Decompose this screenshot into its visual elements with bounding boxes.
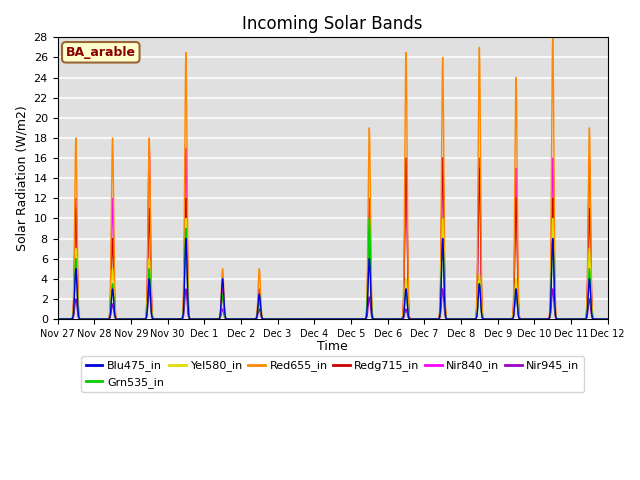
X-axis label: Time: Time — [317, 340, 348, 353]
Text: BA_arable: BA_arable — [66, 46, 136, 59]
Title: Incoming Solar Bands: Incoming Solar Bands — [243, 15, 423, 33]
Legend: Blu475_in, Grn535_in, Yel580_in, Red655_in, Redg715_in, Nir840_in, Nir945_in: Blu475_in, Grn535_in, Yel580_in, Red655_… — [81, 356, 584, 392]
Y-axis label: Solar Radiation (W/m2): Solar Radiation (W/m2) — [15, 105, 28, 251]
